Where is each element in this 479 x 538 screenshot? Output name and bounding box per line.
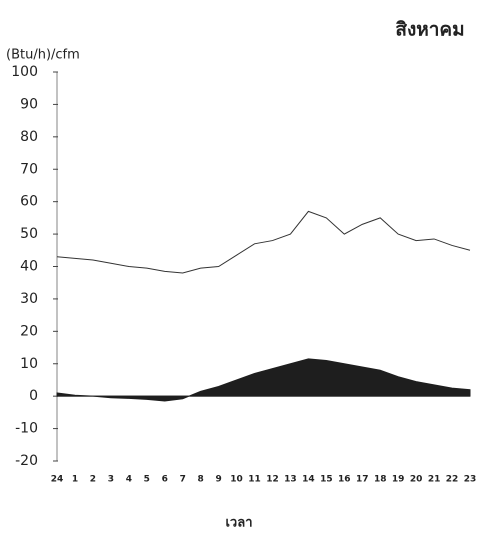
x-axis-label: เวลา [225,516,252,531]
y-axis-label: (Btu/h)/cfm [6,48,80,63]
y-tick-label: -10 [15,421,38,437]
line [56,210,471,274]
x-tick-label: 7 [180,475,186,485]
x-tick-label: 13 [284,475,297,485]
x-tick-label: 20 [410,475,423,485]
x-tick-label: 14 [302,475,315,485]
y-tick-label: 50 [20,226,38,242]
x-tick-label: 15 [320,475,333,485]
x-tick-label: 4 [126,475,132,485]
area [56,358,471,402]
x-tick-label: 6 [162,475,168,485]
x-tick-label: 8 [198,475,204,485]
x-tick-label: 9 [215,475,221,485]
x-tick-label: 21 [428,475,441,485]
y-tick-label: 60 [20,194,38,210]
x-tick-label: 2 [90,475,96,485]
chart-title: สิงหาคม [395,19,464,41]
x-tick-label: 12 [266,475,279,485]
y-tick-label: 30 [20,291,38,307]
x-tick-label: 22 [446,475,459,485]
y-tick-label: 100 [11,64,38,80]
x-tick-label: 5 [144,475,150,485]
x-tick-label: 3 [108,475,114,485]
x-tick-label: 23 [464,475,477,485]
x-tick-label: 19 [392,475,405,485]
x-tick-label: 11 [248,475,261,485]
x-tick-label: 18 [374,475,387,485]
x-tick-label: 24 [51,475,64,485]
y-tick-label: -20 [15,453,38,469]
y-tick-label: 0 [29,388,38,404]
y-tick-label: 80 [20,129,38,145]
y-tick-label: 90 [20,96,38,112]
y-tick-label: 70 [20,161,38,177]
y-tick-label: 20 [20,323,38,339]
x-tick-label: 10 [230,475,243,485]
y-tick-label: 10 [20,356,38,372]
y-tick-label: 40 [20,259,38,275]
x-tick-label: 17 [356,475,369,485]
x-tick-label: 1 [72,475,78,485]
x-tick-label: 16 [338,475,351,485]
